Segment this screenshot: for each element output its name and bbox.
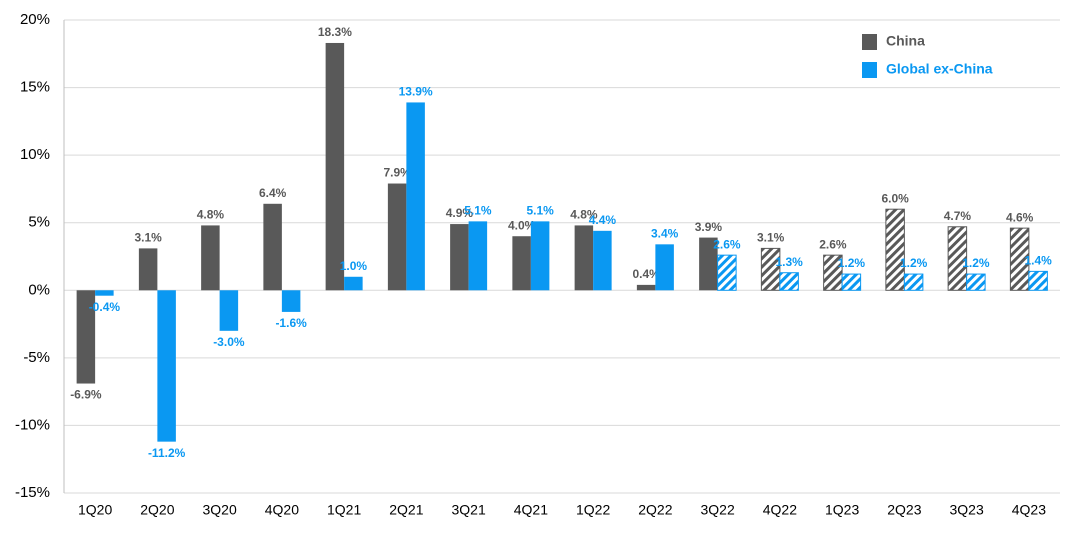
bar: [593, 230, 612, 291]
value-label: 4.9%: [446, 206, 474, 220]
value-label: 3.4%: [651, 227, 679, 241]
x-tick-label: 1Q21: [327, 502, 361, 518]
value-label: 1.2%: [962, 256, 990, 270]
bar: [450, 224, 469, 291]
x-tick-label: 4Q22: [763, 502, 797, 518]
bar: [903, 273, 924, 291]
y-tick-label: 15%: [20, 79, 50, 96]
bar: [263, 203, 282, 291]
value-label: 1.2%: [838, 256, 866, 270]
y-tick-label: -5%: [23, 349, 50, 366]
legend-label: Global ex-China: [886, 61, 993, 77]
value-label: 6.4%: [259, 186, 287, 200]
value-label: 1.3%: [775, 255, 803, 269]
value-label: 5.1%: [526, 204, 554, 218]
value-label: -3.0%: [213, 335, 245, 349]
bar: [760, 247, 781, 291]
value-label: -6.9%: [70, 388, 102, 402]
value-label: -11.2%: [148, 446, 186, 460]
x-tick-label: 2Q22: [638, 502, 672, 518]
bar: [779, 272, 799, 291]
bar: [344, 276, 363, 291]
bar: [512, 236, 531, 291]
x-tick-label: 3Q21: [452, 502, 486, 518]
y-tick-label: 5%: [28, 214, 50, 231]
value-label: 13.9%: [399, 85, 433, 99]
value-label: 4.4%: [589, 213, 617, 227]
value-label: 2.6%: [819, 237, 847, 251]
y-tick-label: -15%: [15, 484, 50, 501]
bar: [1028, 270, 1048, 291]
bar: [325, 42, 345, 291]
x-tick-label: 2Q23: [887, 502, 921, 518]
value-label: 1.0%: [340, 259, 368, 273]
bar: [823, 254, 843, 291]
x-tick-label: 2Q21: [389, 502, 423, 518]
bar: [468, 221, 488, 291]
x-tick-label: 2Q20: [140, 502, 174, 518]
value-label: 5.1%: [464, 204, 492, 218]
legend-swatch: [862, 34, 877, 50]
value-label: 4.6%: [1006, 210, 1034, 224]
bar: [219, 290, 239, 331]
y-tick-label: -10%: [15, 416, 50, 433]
bar: [201, 225, 220, 291]
value-label: 4.8%: [570, 208, 598, 222]
bar: [717, 254, 737, 291]
value-label: 1.2%: [900, 256, 928, 270]
value-label: 7.9%: [383, 166, 411, 180]
bar: [655, 244, 674, 291]
x-tick-label: 3Q20: [203, 502, 237, 518]
x-tick-label: 1Q22: [576, 502, 610, 518]
value-label: 3.1%: [134, 231, 162, 245]
x-tick-label: 3Q23: [950, 502, 984, 518]
x-tick-label: 3Q22: [701, 502, 735, 518]
bar: [699, 237, 718, 291]
bar: [406, 102, 425, 291]
y-tick-label: 0%: [28, 281, 50, 298]
value-label: 3.1%: [757, 231, 785, 245]
bar: [966, 273, 986, 291]
x-tick-label: 1Q20: [78, 502, 112, 518]
legend-label: China: [886, 33, 925, 49]
bar: [138, 248, 158, 291]
bar: [885, 208, 905, 291]
y-tick-label: 20%: [20, 11, 50, 28]
bar: [76, 290, 96, 384]
value-label: 4.8%: [197, 208, 225, 222]
value-label: 4.7%: [944, 209, 972, 223]
x-tick-label: 1Q23: [825, 502, 859, 518]
y-tick-label: 10%: [20, 146, 50, 163]
legend-swatch: [862, 62, 877, 78]
bar: [841, 273, 862, 291]
bar: [530, 221, 550, 291]
x-tick-label: 4Q20: [265, 502, 299, 518]
x-tick-label: 4Q21: [514, 502, 548, 518]
value-label: -1.6%: [275, 316, 307, 330]
value-label: 0.4%: [632, 267, 660, 281]
bar: [636, 284, 656, 291]
bar: [947, 226, 968, 291]
bar: [574, 225, 594, 291]
x-tick-label: 4Q23: [1012, 502, 1046, 518]
value-label: 1.4%: [1024, 254, 1052, 268]
bar: [1009, 227, 1030, 291]
value-label: 2.6%: [713, 237, 741, 251]
bar: [281, 290, 301, 312]
value-label: 3.9%: [695, 220, 723, 234]
value-label: 4.0%: [508, 218, 536, 232]
value-label: -0.4%: [89, 300, 121, 314]
value-label: 6.0%: [881, 191, 909, 205]
bar: [157, 290, 176, 442]
bar: [95, 290, 114, 296]
bar: [387, 183, 407, 291]
value-label: 18.3%: [318, 25, 352, 39]
